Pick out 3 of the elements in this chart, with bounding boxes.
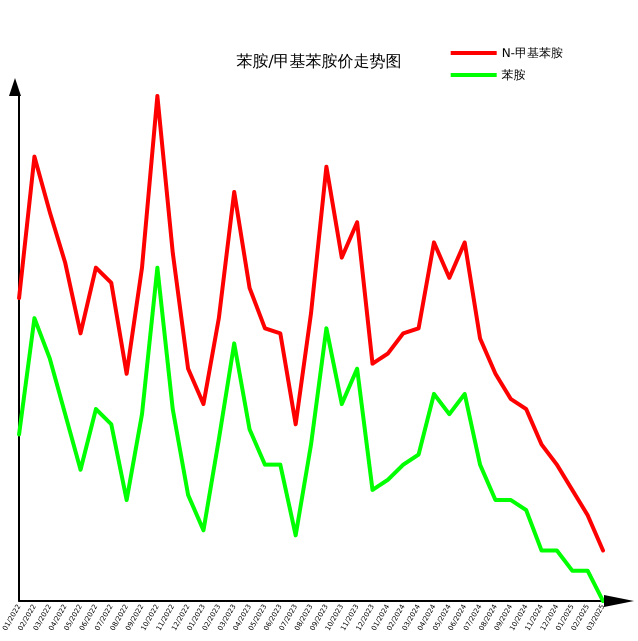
legend-label: 苯胺 [502, 68, 526, 82]
chart-title: 苯胺/甲基苯胺价走势图 [236, 52, 402, 70]
legend-label: N-甲基苯胺 [502, 46, 564, 60]
